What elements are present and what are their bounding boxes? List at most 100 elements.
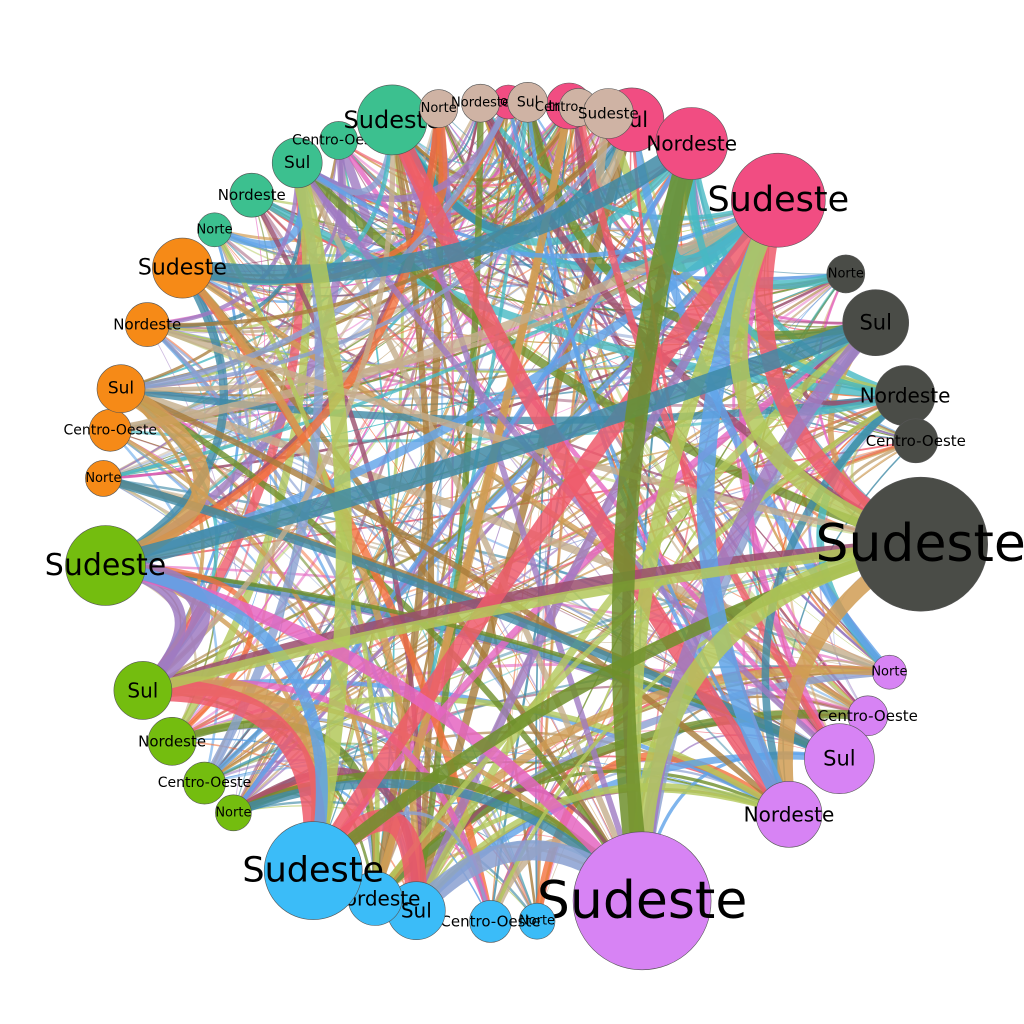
node-label: Nordeste bbox=[860, 384, 951, 408]
node-circle bbox=[853, 476, 989, 612]
node-g-dark-sul: Sul bbox=[842, 289, 910, 357]
node-g-violet-nordeste: Nordeste bbox=[744, 780, 834, 848]
node-circle bbox=[152, 237, 213, 299]
node-label: Norte bbox=[828, 266, 864, 281]
edge-medium bbox=[478, 100, 781, 221]
edge-thick bbox=[304, 191, 787, 880]
node-circle bbox=[215, 794, 252, 832]
edge-thick bbox=[611, 132, 703, 912]
node-g-sky-sudeste: Sudeste bbox=[242, 821, 384, 920]
node-g-teal-sul: Sul bbox=[271, 137, 323, 189]
edge-medium bbox=[412, 116, 636, 915]
node-g-violet-sul: Sul bbox=[804, 723, 875, 795]
edge-medium bbox=[119, 117, 634, 391]
node-label: Sul bbox=[284, 153, 310, 173]
node-label: Nordeste bbox=[218, 186, 286, 204]
node-circle bbox=[583, 88, 634, 139]
node-label: Sul bbox=[108, 379, 134, 399]
edge-medium bbox=[389, 116, 435, 914]
node-g-dark-nordeste: Nordeste bbox=[860, 365, 951, 426]
node-g-green-centro-oeste: Centro-Oeste bbox=[158, 761, 252, 805]
edge-medium bbox=[105, 195, 783, 435]
node-g-tan-norte: Norte bbox=[419, 89, 459, 128]
edge-layer bbox=[96, 97, 931, 926]
node-label: Nordeste bbox=[138, 732, 206, 750]
edge-medium bbox=[249, 192, 422, 914]
node-label: Norte bbox=[197, 222, 233, 237]
node-circle bbox=[113, 661, 173, 720]
node-label: Sudeste bbox=[138, 256, 227, 281]
node-g-pink-nordeste: Nordeste bbox=[646, 107, 737, 180]
node-circle bbox=[755, 780, 823, 848]
node-label: Norte bbox=[215, 805, 251, 820]
node-layer: NorteCentro-OesteSulNordesteSudesteNorte… bbox=[45, 82, 1024, 971]
node-label: Centro-Oeste bbox=[63, 422, 157, 438]
node-circle bbox=[469, 900, 512, 943]
node-g-violet-norte: Norte bbox=[871, 654, 907, 690]
node-label: Sul bbox=[823, 747, 855, 771]
edge-medium bbox=[390, 105, 580, 182]
node-label: Norte bbox=[519, 914, 555, 929]
node-label: Norte bbox=[871, 665, 907, 680]
node-g-violet-centro-oeste: Centro-Oeste bbox=[818, 695, 918, 737]
node-g-green-nordeste: Nordeste bbox=[138, 716, 206, 766]
node-g-dark-centro-oeste: Centro-Oeste bbox=[866, 418, 966, 464]
node-circle bbox=[271, 137, 323, 189]
node-g-tan-sul: Sul bbox=[507, 82, 549, 123]
node-g-tan-sudeste: Sudeste bbox=[578, 88, 639, 139]
node-label: Sul bbox=[401, 899, 432, 923]
edge-thick bbox=[96, 313, 885, 575]
node-label: Centro-Oeste bbox=[818, 707, 918, 725]
node-g-teal-sudeste: Sudeste bbox=[344, 84, 441, 156]
edge-thin bbox=[338, 118, 633, 188]
node-label: Sudeste bbox=[537, 871, 747, 931]
edge-thin bbox=[214, 229, 643, 901]
edge-medium bbox=[118, 385, 792, 818]
edge-thick bbox=[173, 134, 701, 284]
node-g-sky-centro-oeste: Centro-Oeste bbox=[440, 900, 541, 943]
node-circle bbox=[183, 761, 226, 805]
node-circle bbox=[85, 460, 122, 497]
node-g-orange-nordeste: Nordeste bbox=[113, 302, 181, 347]
node-label: Centro-Oeste bbox=[158, 775, 252, 791]
node-g-dark-sudeste: Sudeste bbox=[815, 476, 1024, 612]
edge-thick bbox=[137, 539, 926, 696]
node-circle bbox=[826, 254, 866, 294]
node-label: Centro-Oeste bbox=[440, 912, 540, 930]
node-circle bbox=[96, 364, 146, 414]
node-label: Sudeste bbox=[242, 851, 384, 891]
node-label: Sudeste bbox=[815, 514, 1024, 574]
edge-medium bbox=[411, 195, 783, 916]
node-circle bbox=[507, 82, 549, 123]
edge-medium bbox=[294, 159, 843, 762]
node-circle bbox=[655, 107, 729, 180]
edge-thin bbox=[120, 142, 693, 390]
node-label: Sudeste bbox=[707, 180, 849, 220]
node-g-orange-sul: Sul bbox=[96, 364, 146, 414]
node-label: Nordeste bbox=[113, 316, 181, 334]
node-label: Sul bbox=[127, 678, 158, 702]
node-circle bbox=[461, 83, 500, 123]
node-circle bbox=[263, 821, 363, 920]
node-label: Sul bbox=[517, 94, 539, 110]
node-g-green-norte: Norte bbox=[215, 794, 252, 832]
edge-thick bbox=[289, 154, 353, 879]
node-g-orange-sudeste: Sudeste bbox=[138, 237, 227, 299]
node-label: Nordeste bbox=[646, 132, 737, 156]
node-label: Sudeste bbox=[578, 105, 639, 123]
node-circle bbox=[229, 172, 275, 218]
node-circle bbox=[730, 152, 826, 248]
node-circle bbox=[893, 418, 939, 464]
node-circle bbox=[518, 902, 556, 940]
node-circle bbox=[65, 525, 146, 606]
node-g-green-sudeste: Sudeste bbox=[45, 525, 166, 606]
node-g-pink-sudeste: Sudeste bbox=[707, 152, 849, 248]
node-g-teal-nordeste: Nordeste bbox=[218, 172, 286, 218]
node-circle bbox=[804, 723, 875, 795]
node-circle bbox=[847, 695, 889, 737]
node-g-sky-norte: Norte bbox=[518, 902, 556, 940]
node-label: Nordeste bbox=[451, 96, 510, 111]
edge-medium bbox=[145, 117, 634, 328]
node-circle bbox=[842, 289, 910, 357]
node-label: Norte bbox=[85, 471, 121, 486]
